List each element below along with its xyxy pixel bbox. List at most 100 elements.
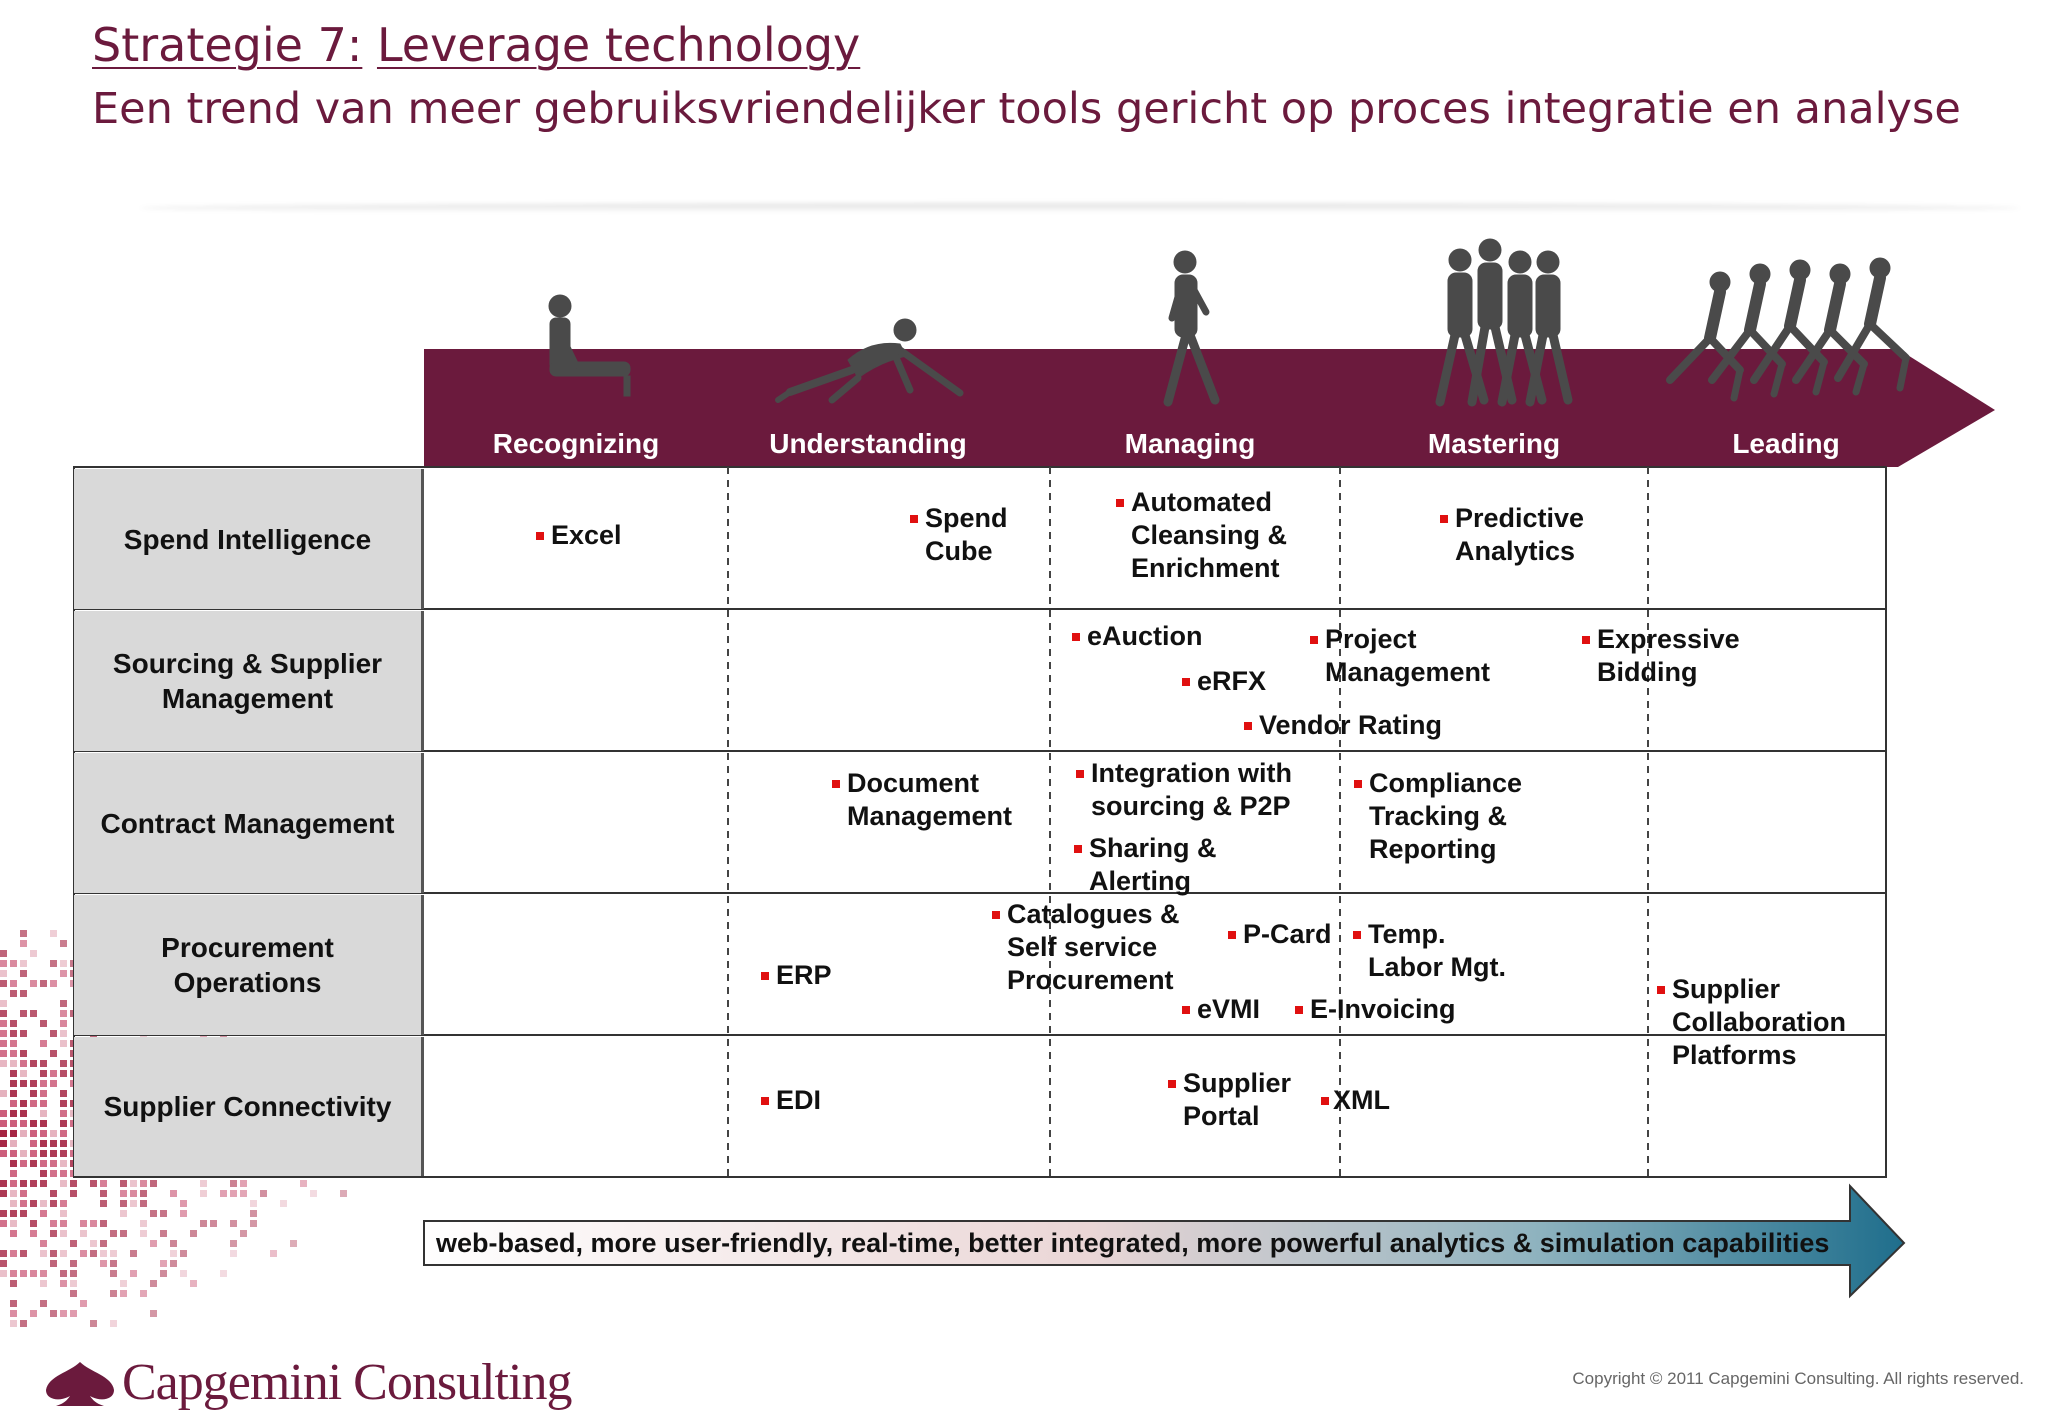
item-label: Compliance Tracking & Reporting xyxy=(1369,768,1523,864)
stage-recognizing: Recognizing xyxy=(492,428,660,459)
item-sharing-alerting: Sharing & Alerting xyxy=(1074,832,1217,898)
running-group-icon xyxy=(1666,257,1910,402)
item-supplier-portal: Supplier Portal xyxy=(1168,1067,1292,1133)
row-header-spend-intelligence: Spend Intelligence xyxy=(74,469,424,609)
item-label: Vendor Rating xyxy=(1259,710,1443,740)
bullet-icon xyxy=(1657,986,1665,994)
bullet-icon xyxy=(761,1097,769,1105)
item-label: Integration with sourcing & P2P xyxy=(1091,758,1292,821)
bullet-icon xyxy=(832,780,840,788)
bullet-icon xyxy=(1582,636,1590,644)
bullet-icon xyxy=(1074,845,1082,853)
row-header-label: Contract Management xyxy=(100,807,395,839)
bullet-icon xyxy=(536,532,544,540)
item-label: P-Card xyxy=(1243,919,1332,949)
stage-managing: Managing xyxy=(1124,428,1256,459)
item-label: Predictive Analytics xyxy=(1455,503,1585,566)
item-eauction: eAuction xyxy=(1072,620,1203,653)
item-label: EDI xyxy=(776,1085,822,1115)
item-predictive-analytics: Predictive Analytics xyxy=(1440,502,1585,568)
item-label: Temp. Labor Mgt. xyxy=(1368,919,1506,982)
bullet-icon xyxy=(1182,678,1190,686)
stage-mastering: Mastering xyxy=(1427,428,1561,459)
stage-leading: Leading xyxy=(1732,428,1840,459)
row-header-supplier-connectivity: Supplier Connectivity xyxy=(74,1037,424,1176)
item-erfx: eRFX xyxy=(1182,665,1267,698)
row-header-label: Procurement Operations xyxy=(161,932,334,998)
item-document-management: Document Management xyxy=(832,767,1013,833)
item-label: Spend Cube xyxy=(925,503,1008,566)
bullet-icon xyxy=(1353,931,1361,939)
bullet-icon xyxy=(1321,1097,1329,1105)
bullet-icon xyxy=(1182,1006,1190,1014)
row-header-label: Sourcing & Supplier Management xyxy=(112,648,383,714)
item-label: E-Invoicing xyxy=(1310,994,1456,1024)
bullet-icon xyxy=(1228,931,1236,939)
row-header-procurement-operations: Procurement Operations xyxy=(74,895,424,1035)
item-evmi: eVMI xyxy=(1182,993,1261,1026)
bullet-icon xyxy=(761,972,769,980)
item-label: Sharing & Alerting xyxy=(1089,833,1217,896)
item-integration-sourcing: Integration with sourcing & P2P xyxy=(1076,757,1292,823)
bullet-icon xyxy=(1072,633,1080,641)
item-label: eAuction xyxy=(1087,621,1203,651)
item-p-card: P-Card xyxy=(1228,918,1332,951)
item-supplier-collaboration: Supplier Collaboration Platforms xyxy=(1657,973,1846,1072)
row-header-label: Supplier Connectivity xyxy=(103,1091,392,1122)
bullet-icon xyxy=(1116,499,1124,507)
item-expressive-bidding: Expressive Bidding xyxy=(1582,623,1740,689)
bullet-icon xyxy=(1440,515,1448,523)
title-prefix: Strategie 7: xyxy=(92,18,363,72)
bullet-icon xyxy=(1295,1006,1303,1014)
bullet-icon xyxy=(910,515,918,523)
walking-group-icon xyxy=(1435,238,1573,407)
bullet-icon xyxy=(1168,1080,1176,1088)
title-separator xyxy=(140,203,2020,213)
item-label: XML xyxy=(1333,1085,1390,1115)
grid xyxy=(73,466,1887,1178)
item-label: Catalogues & Self service Procurement xyxy=(1007,899,1180,995)
copyright-text: Copyright © 2011 Capgemini Consulting. A… xyxy=(1572,1369,2024,1388)
item-label: Automated Cleansing & Enrichment xyxy=(1131,487,1288,583)
item-catalogues: Catalogues & Self service Procurement xyxy=(992,898,1180,997)
item-erp: ERP xyxy=(761,959,832,992)
item-compliance-tracking: Compliance Tracking & Reporting xyxy=(1354,767,1523,866)
item-e-invoicing: E-Invoicing xyxy=(1295,993,1456,1026)
title-topic: Leverage technology xyxy=(376,18,861,72)
item-excel: Excel xyxy=(536,519,622,552)
item-edi: EDI xyxy=(761,1084,822,1117)
item-spend-cube: Spend Cube xyxy=(910,502,1008,568)
item-label: Excel xyxy=(551,520,622,550)
bullet-icon xyxy=(1354,780,1362,788)
item-vendor-rating: Vendor Rating xyxy=(1244,709,1443,742)
bullet-icon xyxy=(1310,636,1318,644)
item-label: Document Management xyxy=(847,768,1013,831)
item-project-management: Project Management xyxy=(1310,623,1491,689)
bottom-trend-text: web-based, more user-friendly, real-time… xyxy=(436,1227,1830,1258)
item-label: Supplier Collaboration Platforms xyxy=(1672,974,1846,1070)
row-header-label: Spend Intelligence xyxy=(123,523,372,555)
company-logo-text: Capgemini Consulting xyxy=(122,1354,572,1411)
slide-subtitle: Een trend van meer gebruiksvriendelijker… xyxy=(92,84,1961,134)
item-label: eRFX xyxy=(1197,666,1267,696)
item-label: Supplier Portal xyxy=(1183,1068,1292,1131)
slide-title: Strategie 7: Leverage technology xyxy=(92,18,860,72)
stage-understanding: Understanding xyxy=(769,428,967,459)
item-xml: XML xyxy=(1321,1084,1390,1117)
bullet-icon xyxy=(992,911,1000,919)
capgemini-spade-logo-icon xyxy=(46,1362,114,1406)
bullet-icon xyxy=(1076,770,1084,778)
item-label: ERP xyxy=(776,960,832,990)
row-header-contract-management: Contract Management xyxy=(74,753,424,893)
bullet-icon xyxy=(1244,722,1252,730)
item-label: Project Management xyxy=(1325,624,1491,687)
row-header-sourcing: Sourcing & Supplier Management xyxy=(74,611,424,751)
item-label: Expressive Bidding xyxy=(1597,624,1740,687)
crawling-figure-icon xyxy=(775,318,964,404)
item-automated-cleansing: Automated Cleansing & Enrichment xyxy=(1116,486,1288,585)
sitting-figure-icon xyxy=(548,294,631,397)
walking-figure-icon xyxy=(1163,250,1220,407)
item-temp-labor: Temp. Labor Mgt. xyxy=(1353,918,1506,984)
item-label: eVMI xyxy=(1197,994,1261,1024)
